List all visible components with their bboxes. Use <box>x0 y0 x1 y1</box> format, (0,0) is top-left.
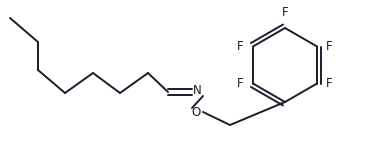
Text: F: F <box>326 77 333 90</box>
Text: O: O <box>191 106 201 119</box>
Text: F: F <box>237 40 244 53</box>
Text: F: F <box>237 77 244 90</box>
Text: F: F <box>326 40 333 53</box>
Text: N: N <box>193 84 202 97</box>
Text: F: F <box>282 6 288 19</box>
